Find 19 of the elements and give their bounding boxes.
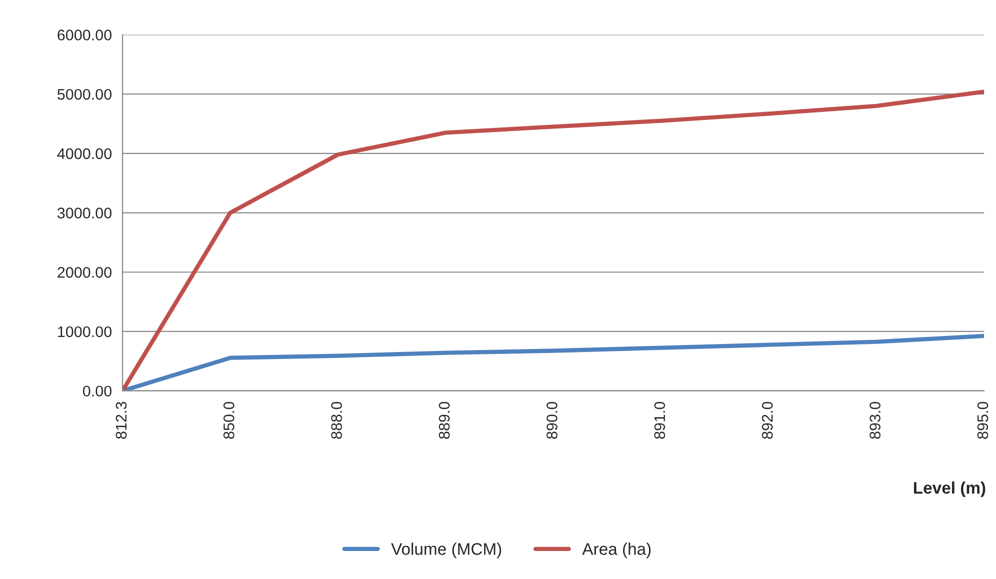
x-tick-label: 812.3 xyxy=(116,402,127,439)
x-tick-label: 892.0 xyxy=(762,402,773,439)
legend-label: Volume (MCM) xyxy=(391,542,502,558)
x-axis-title: Level (m) xyxy=(914,481,986,498)
y-tick-label: 6000.00 xyxy=(58,30,112,40)
x-tick-label: 850.0 xyxy=(223,402,234,439)
x-tick-label: 893.0 xyxy=(870,402,880,439)
x-tick-label: 888.0 xyxy=(331,402,342,439)
y-tick-label: 0.00 xyxy=(82,386,112,397)
x-tick-label: 889.0 xyxy=(438,402,450,439)
y-tick-label: 3000.00 xyxy=(57,208,112,218)
y-tick-label: 4000.00 xyxy=(57,148,112,160)
y-tick-label: 2000.00 xyxy=(58,267,112,278)
x-tick-label: 895.0 xyxy=(977,402,988,439)
y-tick-label: 5000.00 xyxy=(57,88,112,100)
legend-label: Area (ha) xyxy=(582,542,651,558)
x-tick-label: 891.0 xyxy=(654,402,666,439)
y-tick-label: 1000.00 xyxy=(58,326,112,338)
x-tick-label: 890.0 xyxy=(546,402,558,439)
